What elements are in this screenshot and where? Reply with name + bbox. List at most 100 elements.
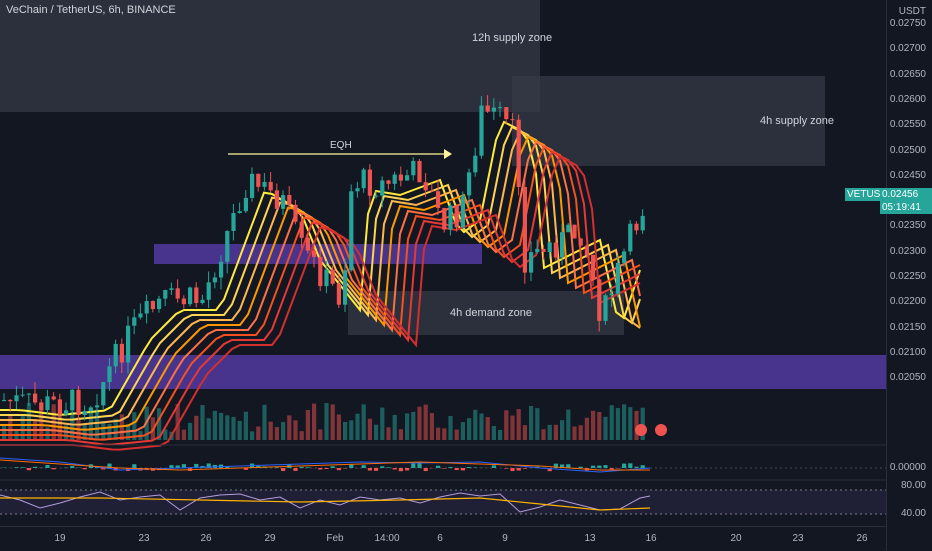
candle-body (349, 191, 353, 270)
date-tick: 26 (856, 533, 867, 544)
candle-body (58, 399, 62, 414)
date-tick: 6 (437, 533, 443, 544)
volume-bar (8, 414, 12, 440)
volume-bar (287, 415, 291, 440)
candle-body (169, 288, 173, 290)
supply-zone-12h (0, 0, 540, 112)
candle-body (380, 180, 384, 195)
price-tick: 0.02350 (890, 220, 926, 231)
macd-bar (83, 468, 87, 469)
candle-body (300, 222, 304, 238)
volume-bar (585, 418, 589, 440)
date-tick: 23 (792, 533, 803, 544)
volume-bar (275, 427, 279, 440)
volume-bar (566, 410, 570, 440)
volume-bar (628, 407, 632, 440)
volume-bar (442, 428, 446, 440)
price-tick: 0.02300 (890, 246, 926, 257)
candle-body (641, 216, 645, 230)
macd-bar (473, 467, 477, 468)
candle-body (554, 243, 558, 258)
price-tick: 0.02550 (890, 119, 926, 130)
candle-body (39, 402, 43, 410)
date-tick: 29 (264, 533, 275, 544)
candle-body (231, 213, 235, 231)
candle-body (89, 407, 93, 410)
candle-body (585, 246, 589, 255)
candle-body (275, 190, 279, 209)
candle-body (486, 106, 490, 112)
price-tick: 0.02450 (890, 170, 926, 181)
candle-body (318, 257, 322, 286)
macd-bar (300, 467, 304, 468)
candle-body (21, 395, 25, 396)
macd-bar (448, 467, 452, 468)
volume-bar (616, 408, 620, 440)
candle-body (281, 195, 285, 209)
candle-body (262, 182, 266, 187)
macd-bar (411, 464, 415, 468)
candle-body (194, 287, 198, 303)
candle-body (114, 344, 118, 366)
volume-bar (455, 430, 459, 440)
candle-body (479, 106, 483, 156)
macd-bar (368, 468, 372, 471)
macd-bar (169, 465, 173, 468)
candle-body (250, 174, 254, 198)
price-tick: 0.02500 (890, 145, 926, 156)
candle-body (269, 182, 273, 190)
macd-bar (603, 465, 607, 468)
macd-bar (455, 468, 459, 470)
price-tick: 0.02150 (890, 322, 926, 333)
candle-body (541, 249, 545, 252)
price-tick: 0.02650 (890, 69, 926, 80)
macd-bar (492, 465, 496, 468)
flag-icon-2 (655, 424, 667, 436)
volume-bar (597, 412, 601, 440)
candle-body (256, 174, 260, 187)
candle-body (324, 270, 328, 287)
volume-bar (188, 423, 192, 440)
macd-bar (33, 467, 37, 468)
volume-bar (293, 420, 297, 440)
candle-body (560, 232, 564, 257)
candle-body (120, 344, 124, 363)
candle-body (225, 231, 229, 262)
macd-bar (52, 468, 56, 469)
candle-body (622, 251, 626, 262)
date-tick: 9 (502, 533, 508, 544)
volume-bar (541, 429, 545, 440)
price-tick: 0.02700 (890, 43, 926, 54)
volume-bar (417, 407, 421, 440)
volume-bar (324, 403, 328, 440)
candle-body (2, 400, 6, 401)
macd-bar (275, 467, 279, 468)
price-tick: 0.02050 (890, 372, 926, 383)
rsi-tick-80: 80.00 (901, 480, 926, 491)
macd-bar (579, 467, 583, 468)
volume-bar (318, 429, 322, 440)
macd-bar (510, 468, 514, 471)
macd-axis-tick: 0.00000 (890, 462, 926, 473)
volume-bar (231, 417, 235, 440)
candle-body (529, 252, 533, 272)
volume-bar (467, 418, 471, 440)
macd-bar (622, 464, 626, 468)
flag-icon (635, 424, 647, 436)
candle-body (467, 172, 471, 195)
volume-bar (572, 427, 576, 440)
volume-bar (213, 411, 217, 440)
macd-bar (374, 468, 378, 471)
macd-bar (331, 466, 335, 468)
candle-body (52, 396, 56, 399)
candle-body (95, 405, 99, 407)
volume-bar (436, 428, 440, 440)
volume-bar (182, 430, 186, 440)
volume-bar (405, 413, 409, 440)
label-eqh: EQH (330, 140, 352, 151)
date-tick: 19 (54, 533, 65, 544)
countdown-tag: 05:19:41 (880, 201, 932, 214)
volume-bar (374, 425, 378, 440)
macd-bar (70, 466, 74, 468)
